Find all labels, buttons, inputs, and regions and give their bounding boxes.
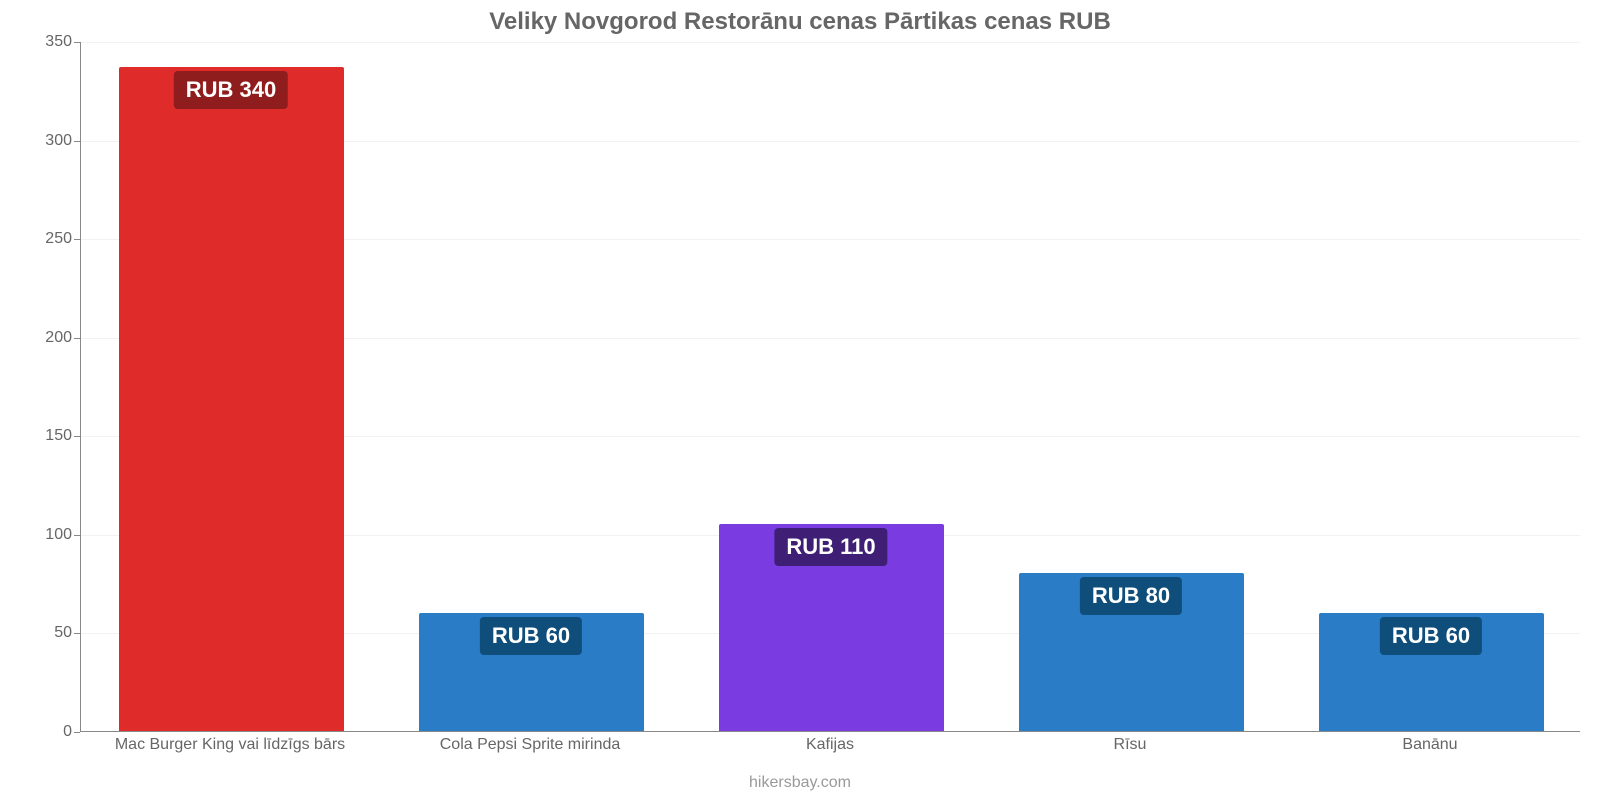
y-tick-label: 50 bbox=[54, 624, 72, 642]
value-badge: RUB 340 bbox=[174, 71, 288, 109]
y-tick-mark bbox=[74, 535, 80, 536]
y-tick-label: 150 bbox=[45, 427, 72, 445]
x-tick-label: Kafijas bbox=[806, 736, 854, 754]
y-tick-mark bbox=[74, 42, 80, 43]
y-tick-mark bbox=[74, 239, 80, 240]
plot-area: RUB 340 RUB 60 RUB 110 RUB 80 RUB 60 bbox=[80, 42, 1580, 732]
x-tick-label: Cola Pepsi Sprite mirinda bbox=[440, 736, 621, 754]
attribution-text: hikersbay.com bbox=[0, 774, 1600, 792]
bar-chart: Veliky Novgorod Restorānu cenas Pārtikas… bbox=[0, 0, 1600, 800]
y-tick-mark bbox=[74, 732, 80, 733]
chart-title: Veliky Novgorod Restorānu cenas Pārtikas… bbox=[0, 8, 1600, 36]
y-tick-mark bbox=[74, 436, 80, 437]
grid-line bbox=[81, 42, 1580, 43]
y-tick-label: 250 bbox=[45, 230, 72, 248]
value-badge: RUB 60 bbox=[1380, 617, 1482, 655]
y-tick-mark bbox=[74, 633, 80, 634]
y-tick-label: 350 bbox=[45, 33, 72, 51]
value-badge: RUB 110 bbox=[774, 528, 887, 566]
x-tick-label: Mac Burger King vai līdzīgs bārs bbox=[115, 736, 345, 754]
y-tick-label: 100 bbox=[45, 526, 72, 544]
y-tick-mark bbox=[74, 338, 80, 339]
bar bbox=[119, 67, 344, 731]
x-tick-label: Rīsu bbox=[1114, 736, 1147, 754]
value-badge: RUB 80 bbox=[1080, 577, 1182, 615]
value-badge: RUB 60 bbox=[480, 617, 582, 655]
y-tick-label: 200 bbox=[45, 329, 72, 347]
y-tick-label: 0 bbox=[63, 723, 72, 741]
y-tick-label: 300 bbox=[45, 132, 72, 150]
x-tick-label: Banānu bbox=[1402, 736, 1457, 754]
y-tick-mark bbox=[74, 141, 80, 142]
